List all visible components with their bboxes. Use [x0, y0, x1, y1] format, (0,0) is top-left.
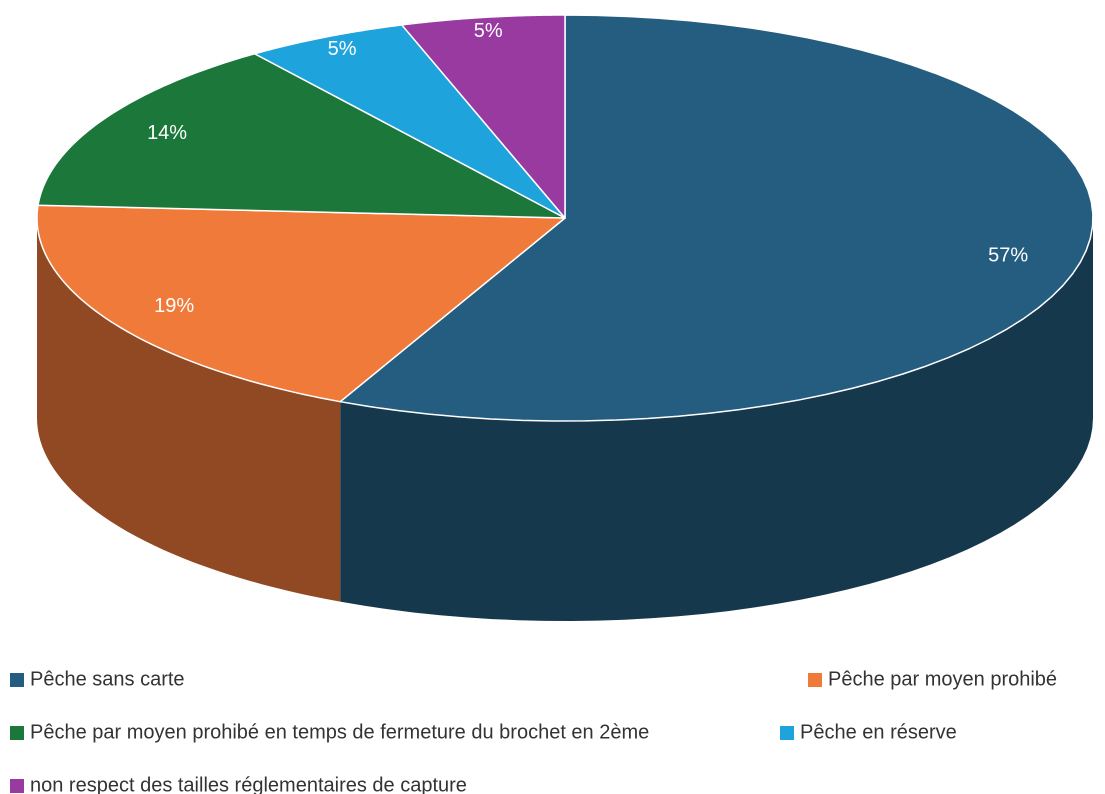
legend-swatch — [808, 673, 822, 687]
legend-label: Pêche par moyen prohibé en temps de ferm… — [30, 721, 649, 743]
data-label: 14% — [147, 122, 187, 144]
slice — [36, 204, 566, 403]
legend-label: Pêche sans carte — [30, 668, 185, 690]
slice — [401, 14, 566, 219]
legend-swatch — [10, 673, 24, 687]
legend-swatch — [10, 779, 24, 793]
slice-side — [340, 218, 1093, 621]
slice — [339, 14, 1094, 422]
slice — [37, 53, 566, 219]
legend-swatch — [10, 726, 24, 740]
legend-label: Pêche par moyen prohibé — [828, 668, 1057, 690]
data-label: 57% — [988, 244, 1028, 266]
legend-label: Pêche en réserve — [800, 721, 957, 743]
data-label: 19% — [154, 295, 194, 317]
data-label: 5% — [474, 20, 503, 42]
data-label: 5% — [328, 38, 357, 60]
slice-side — [37, 218, 341, 602]
slice — [253, 24, 566, 219]
legend-swatch — [780, 726, 794, 740]
legend-label: non respect des tailles réglementaires d… — [30, 774, 467, 794]
